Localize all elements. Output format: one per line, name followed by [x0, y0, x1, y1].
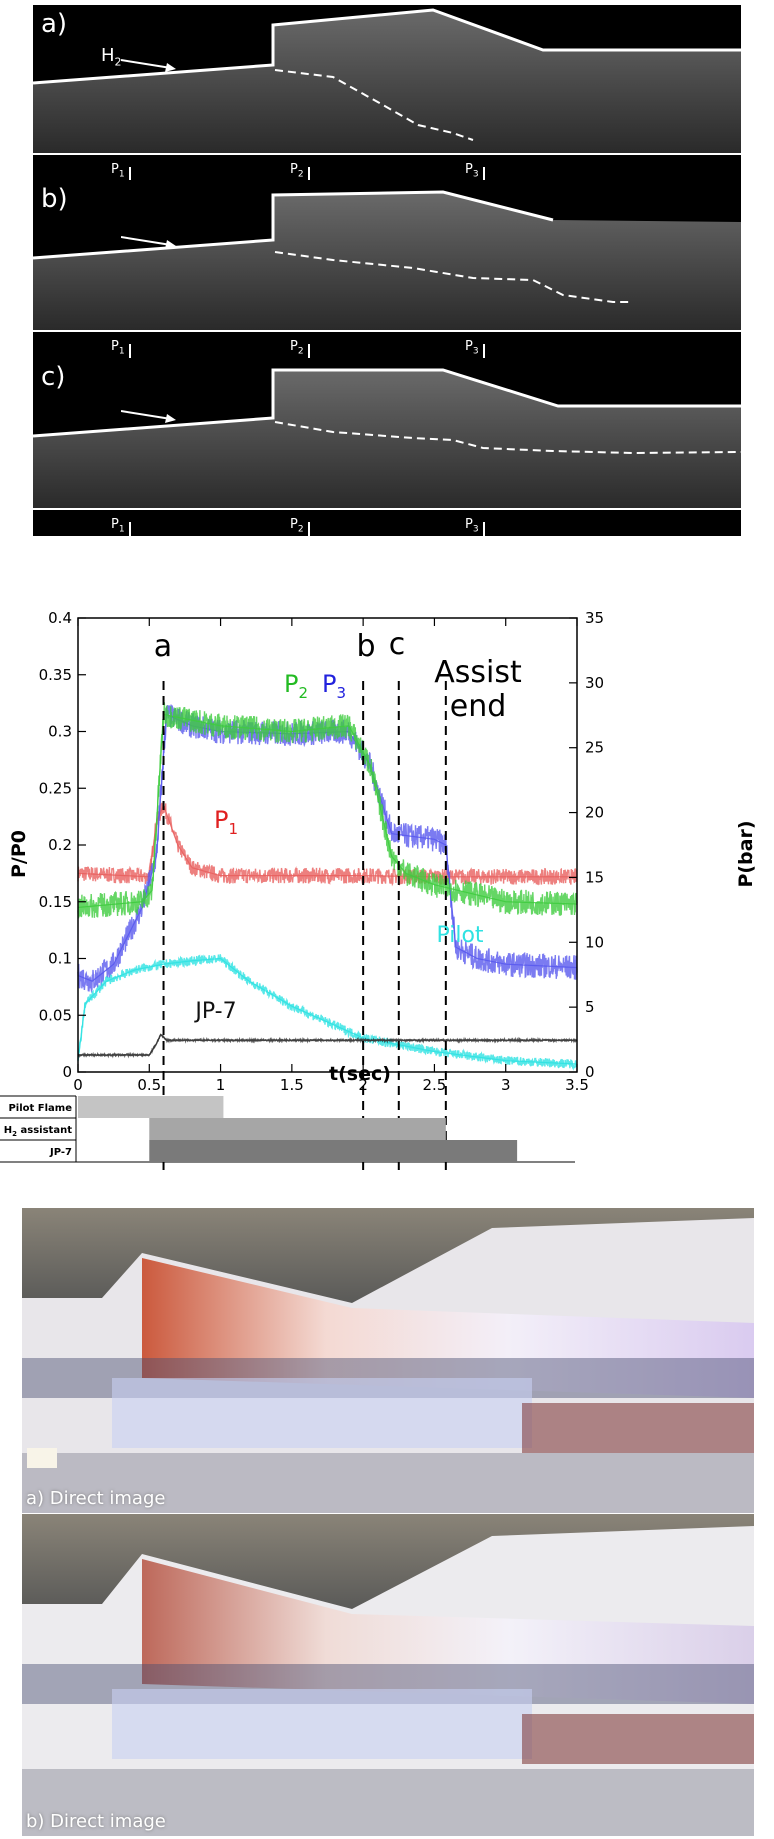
timeline-bar-0: [78, 1096, 224, 1118]
x-tick-label: 3: [501, 1076, 511, 1094]
probe-p2-label: P2: [290, 162, 304, 180]
panel-b-label: b): [41, 184, 68, 214]
series-label-p1: P1: [214, 806, 238, 838]
x-tick-label: 2: [358, 1076, 368, 1094]
x-tick-label: 0: [73, 1076, 83, 1094]
y-tick-label: 0: [62, 1063, 72, 1081]
event-label-assist: Assist: [434, 655, 522, 690]
y-axis-label: P/P0: [8, 830, 30, 878]
series-label-pilot: Pilot: [436, 923, 483, 948]
timeline-label-rest: assistant: [17, 1125, 72, 1136]
timeline-bar-1: [149, 1118, 446, 1140]
series-line-jp-7: [78, 1033, 577, 1056]
series-label-sub: 3: [336, 684, 346, 702]
y-right-tick-label: 0: [585, 1063, 595, 1081]
h2-label-sub: 2: [114, 55, 122, 69]
probe-p1-label-c: P1: [111, 517, 125, 535]
direct-photo-a: a) Direct image: [22, 1208, 754, 1513]
probe-strip-a: P1 P2 P3: [33, 153, 741, 181]
event-label-end: end: [450, 689, 507, 724]
series-label-jp-7: JP-7: [193, 999, 236, 1024]
h2-label-main: H: [101, 45, 115, 66]
y-right-tick-label: 25: [585, 739, 604, 757]
timeline-bar-2: [149, 1140, 518, 1162]
timeline-label-2: JP-7: [49, 1147, 72, 1158]
series-line-p1: [78, 803, 577, 878]
y-tick-label: 0.35: [39, 666, 72, 684]
probe-p3-label: P3: [465, 162, 479, 180]
timeline-label-sub: 2: [12, 1130, 17, 1138]
h2-arrow-icon: [121, 59, 176, 72]
y-tick-label: 0.1: [48, 950, 72, 968]
schlieren-image-b: [33, 190, 741, 330]
series-band-pilot: [77, 954, 578, 1071]
x-tick-label: 1.5: [280, 1076, 304, 1094]
probe-p3-label-c: P3: [465, 517, 479, 535]
series-line-pilot: [77, 957, 578, 1065]
y-axis-right-label: P(bar): [735, 820, 757, 887]
direct-photo-b: b) Direct image: [22, 1514, 754, 1836]
x-tick-label: 2.5: [422, 1076, 446, 1094]
series-label-sub: 2: [298, 684, 308, 702]
probe-strip-c: P1 P2 P3: [33, 508, 741, 536]
pressure-chart: 0 0.5 1 1.5 2 2.5 3 3.500.050.10.150.20.250.30.…: [0, 609, 757, 1174]
timeline-label-1: H2 assistant: [4, 1125, 72, 1138]
event-label-a: a: [154, 629, 172, 664]
h2-arrow-icon-b: [121, 236, 176, 249]
h2-arrow-icon-c: [121, 410, 176, 423]
schlieren-image-a: [33, 8, 741, 153]
probe-p1-label-b: P1: [111, 339, 125, 357]
event-label-c: c: [389, 627, 406, 662]
probe-p2-label-b: P2: [290, 339, 304, 357]
label-layer: P1 P2 P3 Pilot JP-7: [193, 670, 484, 1024]
series-line-p2: [78, 713, 577, 908]
series-label-sub: 1: [228, 820, 238, 838]
probe-strip-b: P1 P2 P3: [33, 330, 741, 358]
y-right-tick-label: 30: [585, 674, 604, 692]
x-tick-label: 1: [216, 1076, 226, 1094]
tick-layer: 0 0.5 1 1.5 2 2.5 3 3.500.050.10.150.20.250.30.…: [39, 609, 605, 1094]
y-tick-label: 0.05: [39, 1006, 72, 1024]
photo-a-caption: a) Direct image: [26, 1488, 166, 1509]
panel-c-label: c): [41, 362, 66, 392]
schlieren-panel-b: b): [33, 180, 741, 330]
timeline-layer: Pilot Flame H2 assistant JP-7: [0, 1095, 575, 1163]
panel-a-label: a): [41, 9, 68, 39]
series-band-p1: [77, 802, 578, 887]
y-tick-label: 0.25: [39, 779, 72, 797]
y-right-tick-label: 5: [585, 998, 595, 1016]
probe-p1-label: P1: [111, 162, 125, 180]
y-tick-label: 0.4: [48, 609, 72, 627]
direct-image-b: [22, 1514, 754, 1836]
y-tick-label: 0.2: [48, 836, 72, 854]
y-right-tick-label: 15: [585, 868, 604, 886]
series-label-p3: P3: [322, 670, 346, 702]
y-tick-label: 0.3: [48, 723, 72, 741]
h2-label: H2: [101, 45, 122, 69]
y-right-tick-label: 10: [585, 933, 604, 951]
schlieren-panel-c: c): [33, 358, 741, 508]
probe-p2-label-c: P2: [290, 517, 304, 535]
schlieren-panel-a: a) H2: [33, 5, 741, 153]
x-tick-label: 3.5: [565, 1076, 589, 1094]
series-layer: [77, 702, 578, 1071]
y-right-tick-label: 20: [585, 804, 604, 822]
y-right-tick-label: 35: [585, 609, 604, 627]
event-label-b: b: [356, 629, 375, 664]
timeline-label-0: Pilot Flame: [8, 1103, 72, 1114]
probe-p3-label-b: P3: [465, 339, 479, 357]
series-label-p2: P2: [284, 670, 308, 702]
y-tick-label: 0.15: [39, 893, 72, 911]
schlieren-image-c: [33, 368, 741, 508]
series-band-jp-7: [77, 1033, 578, 1059]
photo-b-caption: b) Direct image: [26, 1811, 166, 1832]
direct-image-a: [22, 1208, 754, 1513]
x-tick-label: 0.5: [137, 1076, 161, 1094]
x-axis-label: t(sec): [329, 1063, 391, 1085]
